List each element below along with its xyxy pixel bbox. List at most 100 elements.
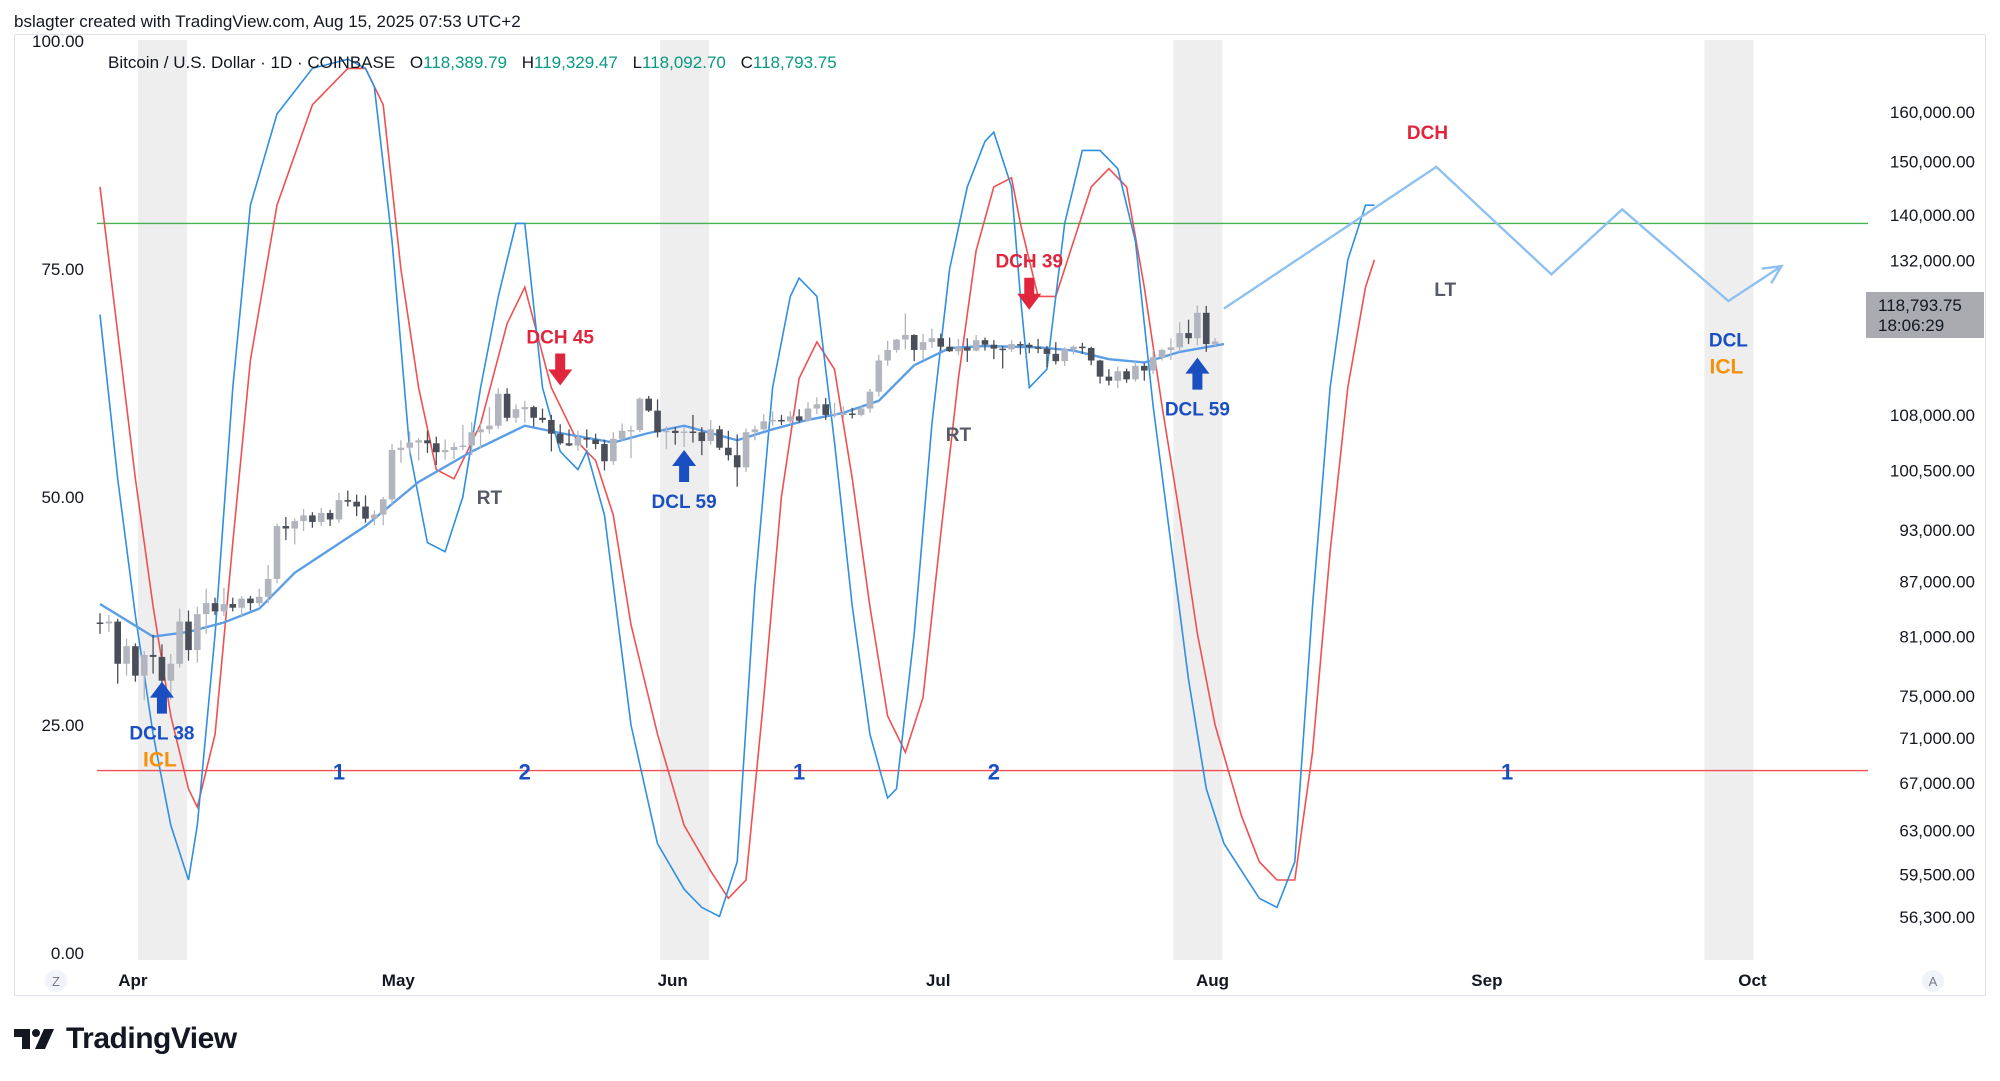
candle [353,494,360,517]
candle [220,587,228,616]
candle [866,388,874,413]
candle-body [822,404,829,415]
candle [733,434,741,487]
candle [884,340,891,366]
candle-body [256,596,263,604]
candle-body [309,515,316,522]
candle-body [1087,347,1095,361]
candle [158,644,166,683]
right-axis-tick-label: 63,000.00 [1899,821,1975,840]
candle-body [167,663,175,681]
candle [114,618,121,684]
candle [1132,361,1139,382]
candle-body [362,506,369,519]
candle [1070,345,1077,355]
right-axis-tick-label: 75,000.00 [1899,687,1975,706]
candle-body [468,432,475,446]
candle [512,404,520,423]
right-axis-tick-label: 59,500.00 [1899,865,1975,884]
candle [132,643,139,682]
candle [415,438,422,461]
candle [1105,369,1113,386]
candle-body [397,447,405,450]
candle-body [521,407,529,410]
right-axis-tick-label: 56,300.00 [1899,908,1975,927]
candle-body [955,347,962,352]
annotation-dch_proj: DCH [1407,123,1448,144]
candle-body [424,440,431,444]
candle [769,411,776,426]
oscillator-slow-line [99,67,1376,900]
candle [840,406,847,419]
last-price-countdown: 18:06:29 [1878,316,1944,335]
right-axis-tick-label: 140,000.00 [1890,206,1975,225]
right-axis-tick-label: 67,000.00 [1899,774,1975,793]
candle-body [238,598,245,608]
auto-scale-button[interactable] [1922,970,1944,992]
candle [1202,305,1210,352]
candle [530,405,537,427]
annotation-icl-label: ICL [143,749,177,772]
annotation-osc1b: 1 [793,760,805,785]
candle-body [645,398,652,411]
candle-body [344,500,352,502]
right-axis-tick-label: 150,000.00 [1890,153,1975,172]
legend: Bitcoin / U.S. Dollar · 1D · COINBASE O1… [108,53,837,72]
candle [556,424,564,445]
candle [725,430,732,461]
legend-low: 118,092.70 [642,53,726,72]
annotation-dcl_proj: DCL ICL [1709,331,1748,379]
annotation-label: 2 [519,760,531,785]
left-scale-button[interactable] [45,970,67,992]
candle [256,588,263,606]
candle [468,422,475,456]
scale-buttons: Z A [45,970,1944,992]
right-axis-tick-label: 132,000.00 [1890,251,1975,270]
attribution-text: bslagter created with TradingView.com, A… [14,12,521,31]
tradingview-logo-icon [14,1029,54,1049]
candle [902,313,909,350]
candle [601,439,608,471]
candle [229,597,237,612]
candle [1123,368,1130,383]
left-axis: 500.00475.00450.00425.00400.00375.00350.… [32,32,84,963]
annotation-dcl38: DCL 38 ICL [129,681,195,772]
candle [317,508,325,527]
candle [698,427,706,456]
candle-body [663,430,670,433]
candle-body [140,654,148,676]
candle-body [840,413,847,415]
candle [618,423,626,442]
annotation-icl-label: ICL [1709,356,1743,379]
candle-body [105,621,113,624]
bitcoin-cycle-chart[interactable]: DCL 38 ICL DCH 45 DCL 59 DCH 39 DCL 59 RT RT LT D… [0,0,2000,1000]
chart-frame [14,34,1986,996]
candle [424,430,431,453]
candle [592,433,599,450]
candle-body [415,440,422,443]
candle-body [866,391,874,409]
legend-open: 118,389.79 [423,53,507,72]
candle [654,399,661,438]
candle [309,512,316,528]
candle-body [317,512,325,522]
candle [946,337,953,352]
candle-body [220,604,228,612]
candle-body [326,512,334,520]
candle [760,414,768,431]
candle [1167,338,1175,360]
candle-body [477,429,484,433]
left-axis-tick-label: 100.00 [32,32,84,51]
candle-body [627,430,635,432]
candle [610,432,617,466]
candle-body [583,438,591,440]
cycle-low-shade-0 [137,40,187,960]
candle [910,334,918,362]
candle [335,492,343,523]
projection-line [1223,165,1783,310]
candle-body [1123,371,1130,380]
annotation-label: RT [477,488,503,509]
candle [362,495,369,523]
candle-body [185,621,192,651]
candle [1043,346,1051,368]
